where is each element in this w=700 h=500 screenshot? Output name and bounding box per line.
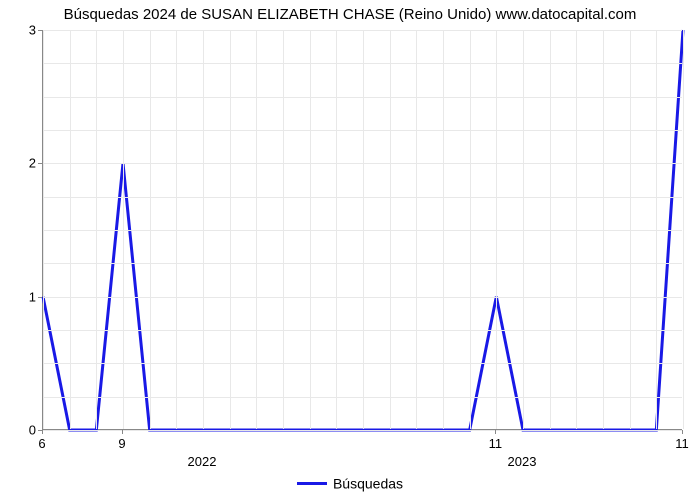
grid-v xyxy=(390,30,391,429)
x-tick-mark xyxy=(42,430,43,434)
x-tick-label: 6 xyxy=(38,436,45,451)
grid-v xyxy=(550,30,551,429)
y-tick-mark xyxy=(38,30,42,31)
y-tick-mark xyxy=(38,163,42,164)
x-year-label: 2022 xyxy=(188,454,217,469)
x-tick-mark xyxy=(122,430,123,434)
x-tick-mark xyxy=(495,430,496,434)
y-tick-label: 3 xyxy=(0,23,36,38)
grid-v xyxy=(176,30,177,429)
grid-v xyxy=(470,30,471,429)
plot-area xyxy=(42,30,682,430)
x-tick-label: 11 xyxy=(675,436,689,451)
legend-swatch xyxy=(297,482,327,485)
grid-v xyxy=(230,30,231,429)
grid-v xyxy=(310,30,311,429)
x-tick-label: 11 xyxy=(489,436,503,451)
grid-v xyxy=(256,30,257,429)
grid-v xyxy=(123,30,124,429)
grid-v xyxy=(43,30,44,429)
grid-v xyxy=(656,30,657,429)
grid-v xyxy=(603,30,604,429)
x-tick-label: 9 xyxy=(118,436,125,451)
y-tick-label: 0 xyxy=(0,423,36,438)
grid-v xyxy=(96,30,97,429)
grid-v xyxy=(443,30,444,429)
grid-v xyxy=(336,30,337,429)
chart-container: Búsquedas 2024 de SUSAN ELIZABETH CHASE … xyxy=(0,0,700,500)
grid-v xyxy=(496,30,497,429)
grid-v xyxy=(70,30,71,429)
x-tick-mark xyxy=(682,430,683,434)
grid-v xyxy=(416,30,417,429)
x-year-label: 2023 xyxy=(508,454,537,469)
grid-v xyxy=(576,30,577,429)
grid-v xyxy=(150,30,151,429)
grid-v xyxy=(203,30,204,429)
legend: Búsquedas xyxy=(0,474,700,491)
y-tick-label: 2 xyxy=(0,156,36,171)
grid-v xyxy=(683,30,684,429)
grid-v xyxy=(630,30,631,429)
y-tick-label: 1 xyxy=(0,289,36,304)
legend-label: Búsquedas xyxy=(333,475,403,491)
grid-v xyxy=(363,30,364,429)
grid-v xyxy=(283,30,284,429)
chart-title: Búsquedas 2024 de SUSAN ELIZABETH CHASE … xyxy=(0,6,700,23)
y-tick-mark xyxy=(38,297,42,298)
grid-h xyxy=(43,430,682,431)
grid-v xyxy=(523,30,524,429)
